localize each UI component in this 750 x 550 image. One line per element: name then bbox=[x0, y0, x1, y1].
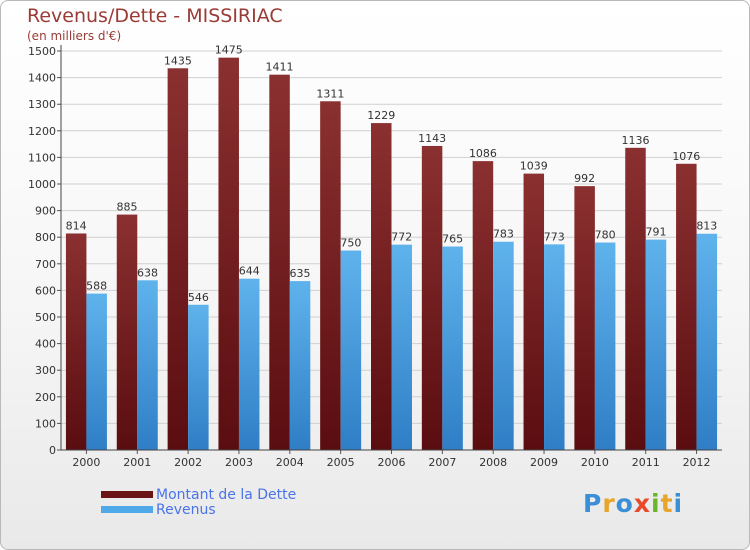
bar-revenus-2006 bbox=[391, 244, 412, 450]
x-tick-label: 2006 bbox=[378, 456, 406, 469]
x-tick-label: 2000 bbox=[72, 456, 100, 469]
legend-item-revenus: Revenus bbox=[101, 501, 296, 518]
bar-revenus-2002 bbox=[188, 304, 209, 450]
bar-dette-2005 bbox=[320, 101, 341, 451]
data-label-dette-2002: 1435 bbox=[164, 54, 192, 67]
data-label-dette-2010: 992 bbox=[574, 172, 595, 185]
y-tick-label: 900 bbox=[35, 205, 56, 218]
bar-revenus-2009 bbox=[544, 244, 565, 450]
data-label-revenus-2003: 644 bbox=[239, 265, 260, 278]
legend-swatch-revenus bbox=[101, 506, 153, 513]
bar-revenus-2012 bbox=[696, 233, 718, 450]
data-label-dette-2004: 1411 bbox=[266, 61, 294, 74]
x-tick-label: 2002 bbox=[174, 456, 202, 469]
legend-item-dette: Montant de la Dette bbox=[101, 486, 297, 503]
bar-dette-2001 bbox=[116, 214, 138, 450]
data-label-dette-2001: 885 bbox=[117, 201, 138, 214]
y-tick-label: 500 bbox=[35, 311, 56, 324]
data-label-revenus-2006: 772 bbox=[391, 231, 412, 244]
x-tick-label: 2003 bbox=[225, 456, 253, 469]
bar-dette-2000 bbox=[65, 233, 87, 450]
legend-label-dette: Montant de la Dette bbox=[156, 486, 297, 503]
data-label-dette-2011: 1136 bbox=[621, 134, 649, 147]
bars bbox=[65, 57, 718, 451]
x-tick-label: 2005 bbox=[327, 456, 355, 469]
bar-dette-2011 bbox=[625, 147, 646, 450]
data-label-revenus-2005: 750 bbox=[340, 237, 361, 250]
bar-revenus-2008 bbox=[493, 241, 514, 450]
legend-label-revenus: Revenus bbox=[156, 501, 216, 518]
x-tick-label: 2007 bbox=[428, 456, 456, 469]
data-label-dette-2007: 1143 bbox=[418, 132, 446, 145]
proxiti-logo: Proxiti bbox=[583, 489, 684, 518]
bar-dette-2004 bbox=[269, 74, 290, 450]
y-tick-label: 0 bbox=[49, 444, 56, 457]
x-tick-label: 2009 bbox=[530, 456, 558, 469]
x-tick-label: 2011 bbox=[632, 456, 660, 469]
x-tick-label: 2010 bbox=[581, 456, 609, 469]
data-label-revenus-2004: 635 bbox=[290, 267, 311, 280]
bar-revenus-2004 bbox=[289, 281, 311, 450]
bar-dette-2010 bbox=[574, 186, 595, 451]
data-label-revenus-2008: 783 bbox=[493, 228, 514, 241]
bar-dette-2012 bbox=[676, 163, 697, 450]
y-tick-label: 1000 bbox=[28, 178, 56, 191]
data-label-revenus-2010: 780 bbox=[595, 229, 616, 242]
x-tick-label: 2001 bbox=[123, 456, 151, 469]
y-axis-ticks: 0 100 200 300 400 500 600 700 800 900 1000 1100 1200… bbox=[28, 45, 61, 457]
bar-dette-2003 bbox=[218, 57, 239, 451]
data-labels: 814 588 885 638 1435 546 1475 644 1411 635 1311 750… bbox=[66, 44, 718, 304]
chart-subtitle: (en milliers d'€) bbox=[27, 29, 122, 43]
y-tick-label: 1200 bbox=[28, 125, 56, 138]
bar-revenus-2001 bbox=[137, 280, 158, 450]
bar-revenus-2000 bbox=[86, 293, 107, 450]
bar-revenus-2003 bbox=[238, 278, 260, 450]
y-tick-label: 200 bbox=[35, 391, 56, 404]
data-label-dette-2012: 1076 bbox=[672, 150, 700, 163]
data-label-revenus-2007: 765 bbox=[442, 233, 463, 246]
x-axis-ticks: 2000 2001 2002 2003 2004 2005 2006 2007 2008 2009… bbox=[72, 450, 711, 469]
chart-title: Revenus/Dette - MISSIRIAC bbox=[27, 5, 283, 27]
bar-revenus-2010 bbox=[594, 242, 616, 450]
y-tick-label: 1500 bbox=[28, 45, 56, 58]
bar-dette-2002 bbox=[167, 68, 189, 450]
y-tick-label: 700 bbox=[35, 258, 56, 271]
data-label-dette-2000: 814 bbox=[66, 219, 87, 232]
bar-dette-2009 bbox=[523, 173, 545, 450]
data-label-revenus-2000: 588 bbox=[86, 280, 107, 293]
bar-revenus-2005 bbox=[340, 250, 362, 450]
data-label-revenus-2001: 638 bbox=[137, 266, 158, 279]
data-label-dette-2005: 1311 bbox=[316, 87, 344, 100]
y-tick-label: 100 bbox=[35, 417, 56, 430]
x-tick-label: 2012 bbox=[683, 456, 711, 469]
legend: Montant de la Dette Revenus bbox=[101, 486, 297, 518]
legend-swatch-dette bbox=[101, 491, 153, 498]
y-tick-label: 1400 bbox=[28, 72, 56, 85]
data-label-revenus-2012: 813 bbox=[696, 220, 717, 233]
data-label-dette-2008: 1086 bbox=[469, 147, 497, 160]
y-tick-label: 300 bbox=[35, 364, 56, 377]
axes bbox=[60, 45, 722, 451]
data-label-dette-2003: 1475 bbox=[215, 44, 243, 57]
y-tick-label: 800 bbox=[35, 231, 56, 244]
y-tick-label: 400 bbox=[35, 338, 56, 351]
y-tick-label: 600 bbox=[35, 284, 56, 297]
bar-dette-2006 bbox=[371, 123, 392, 450]
data-label-dette-2006: 1229 bbox=[367, 109, 395, 122]
x-tick-label: 2004 bbox=[276, 456, 304, 469]
bar-dette-2007 bbox=[421, 145, 443, 450]
x-tick-label: 2008 bbox=[479, 456, 507, 469]
y-tick-label: 1100 bbox=[28, 151, 56, 164]
data-label-revenus-2011: 791 bbox=[645, 226, 666, 239]
bar-dette-2008 bbox=[472, 161, 494, 450]
data-label-revenus-2002: 546 bbox=[188, 291, 209, 304]
data-label-dette-2009: 1039 bbox=[520, 160, 548, 173]
data-label-revenus-2009: 773 bbox=[544, 230, 565, 243]
bar-revenus-2011 bbox=[645, 239, 667, 450]
bar-revenus-2007 bbox=[442, 246, 463, 450]
y-tick-label: 1300 bbox=[28, 98, 56, 111]
